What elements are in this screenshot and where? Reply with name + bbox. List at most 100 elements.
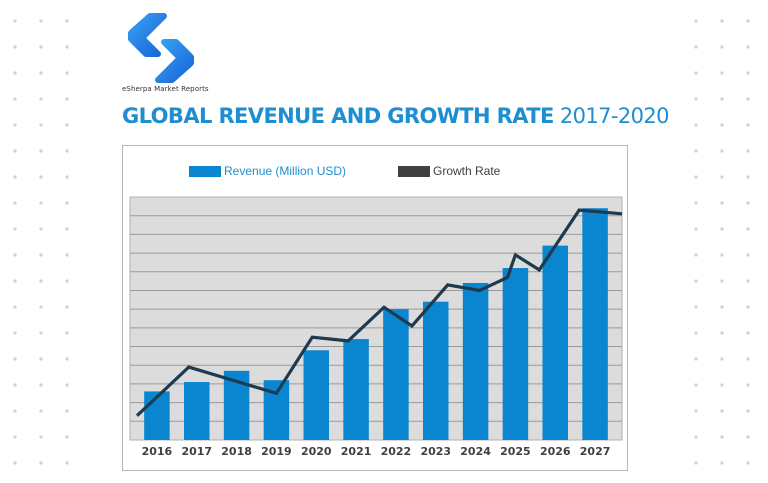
x-tick-label: 2021 bbox=[341, 445, 372, 458]
decor-dot bbox=[746, 409, 750, 413]
decor-dot bbox=[694, 357, 698, 361]
x-tick-label: 2017 bbox=[181, 445, 212, 458]
revenue-bar-2020 bbox=[303, 350, 329, 440]
decor-dot bbox=[720, 97, 724, 101]
decor-dot bbox=[13, 149, 17, 153]
legend-item-growth-rate: Growth Rate bbox=[398, 164, 500, 178]
decor-dot bbox=[694, 97, 698, 101]
x-tick-label: 2018 bbox=[221, 445, 252, 458]
decor-dot bbox=[694, 409, 698, 413]
decor-dot bbox=[13, 279, 17, 283]
decor-dot bbox=[720, 45, 724, 49]
revenue-bar-2017 bbox=[184, 382, 210, 440]
decor-dot bbox=[720, 383, 724, 387]
decor-dot bbox=[65, 357, 69, 361]
decor-dot bbox=[65, 71, 69, 75]
decor-dot bbox=[65, 383, 69, 387]
decor-dot bbox=[39, 461, 43, 465]
decor-dot bbox=[694, 253, 698, 257]
decor-dot bbox=[746, 253, 750, 257]
decor-dot bbox=[39, 409, 43, 413]
decor-dot bbox=[13, 175, 17, 179]
decor-dot bbox=[13, 19, 17, 23]
decor-dot bbox=[39, 97, 43, 101]
x-tick-label: 2024 bbox=[460, 445, 491, 458]
decor-dot bbox=[720, 123, 724, 127]
decor-dot bbox=[13, 461, 17, 465]
revenue-bar-2021 bbox=[343, 339, 369, 440]
decor-dot bbox=[694, 279, 698, 283]
decor-dot bbox=[720, 331, 724, 335]
decor-dot bbox=[746, 383, 750, 387]
decor-dot bbox=[13, 253, 17, 257]
decor-dot bbox=[39, 435, 43, 439]
x-tick-label: 2023 bbox=[420, 445, 451, 458]
revenue-bar-2025 bbox=[502, 268, 529, 440]
decor-dot bbox=[65, 305, 69, 309]
decor-dot bbox=[746, 19, 750, 23]
decor-dot bbox=[13, 409, 17, 413]
decor-dot bbox=[39, 253, 43, 257]
decor-dot bbox=[694, 201, 698, 205]
decor-dot bbox=[39, 19, 43, 23]
decor-dot bbox=[720, 279, 724, 283]
decor-dot bbox=[39, 149, 43, 153]
chart-title: GLOBAL REVENUE AND GROWTH RATE 2017-2020 bbox=[122, 104, 670, 128]
decor-dot bbox=[13, 45, 17, 49]
decor-dot bbox=[13, 331, 17, 335]
decor-dot bbox=[694, 383, 698, 387]
decor-dot bbox=[39, 227, 43, 231]
chart-title-main: GLOBAL REVENUE AND GROWTH RATE bbox=[122, 104, 554, 128]
decor-dot bbox=[694, 123, 698, 127]
decor-dot bbox=[39, 123, 43, 127]
decor-dot bbox=[13, 305, 17, 309]
decor-dot bbox=[746, 461, 750, 465]
decor-dot bbox=[720, 409, 724, 413]
decor-dot bbox=[746, 71, 750, 75]
decor-dot bbox=[65, 149, 69, 153]
x-tick-label: 2022 bbox=[381, 445, 412, 458]
decor-dot bbox=[694, 71, 698, 75]
esherpa-logo-icon bbox=[128, 13, 194, 83]
decor-dot bbox=[694, 227, 698, 231]
decor-dot bbox=[720, 357, 724, 361]
decor-dot bbox=[65, 331, 69, 335]
legend-swatch-revenue bbox=[189, 165, 221, 177]
decor-dot bbox=[746, 201, 750, 205]
decor-dot bbox=[746, 149, 750, 153]
decor-dot bbox=[694, 19, 698, 23]
decor-dot bbox=[720, 435, 724, 439]
decor-dot bbox=[65, 201, 69, 205]
decor-dot bbox=[39, 201, 43, 205]
legend-item-revenue: Revenue (Million USD) bbox=[189, 164, 346, 178]
decor-dot bbox=[65, 175, 69, 179]
legend-label-revenue: Revenue (Million USD) bbox=[224, 164, 347, 178]
decor-dot bbox=[13, 97, 17, 101]
decor-dot bbox=[746, 435, 750, 439]
decor-dot bbox=[720, 461, 724, 465]
decor-dot bbox=[694, 45, 698, 49]
x-tick-label: 2019 bbox=[261, 445, 292, 458]
legend-swatch-growth-rate bbox=[398, 165, 430, 177]
decor-dot bbox=[39, 305, 43, 309]
revenue-bars bbox=[144, 208, 608, 440]
decor-dot bbox=[39, 175, 43, 179]
decor-dot bbox=[720, 149, 724, 153]
revenue-bar-2023 bbox=[423, 301, 449, 440]
decor-dot bbox=[39, 279, 43, 283]
decor-dot bbox=[65, 123, 69, 127]
decor-dot bbox=[746, 45, 750, 49]
x-tick-label: 2020 bbox=[301, 445, 332, 458]
decor-dot bbox=[13, 201, 17, 205]
decor-dot bbox=[746, 305, 750, 309]
decor-dot bbox=[720, 71, 724, 75]
chart-title-years: 2017-2020 bbox=[559, 104, 670, 128]
decor-dot bbox=[746, 97, 750, 101]
decor-dot bbox=[694, 435, 698, 439]
brand-name: eSherpa Market Reports bbox=[122, 85, 209, 93]
decor-dot bbox=[65, 45, 69, 49]
decor-dot bbox=[65, 409, 69, 413]
decor-dot bbox=[720, 305, 724, 309]
decor-dot bbox=[65, 461, 69, 465]
